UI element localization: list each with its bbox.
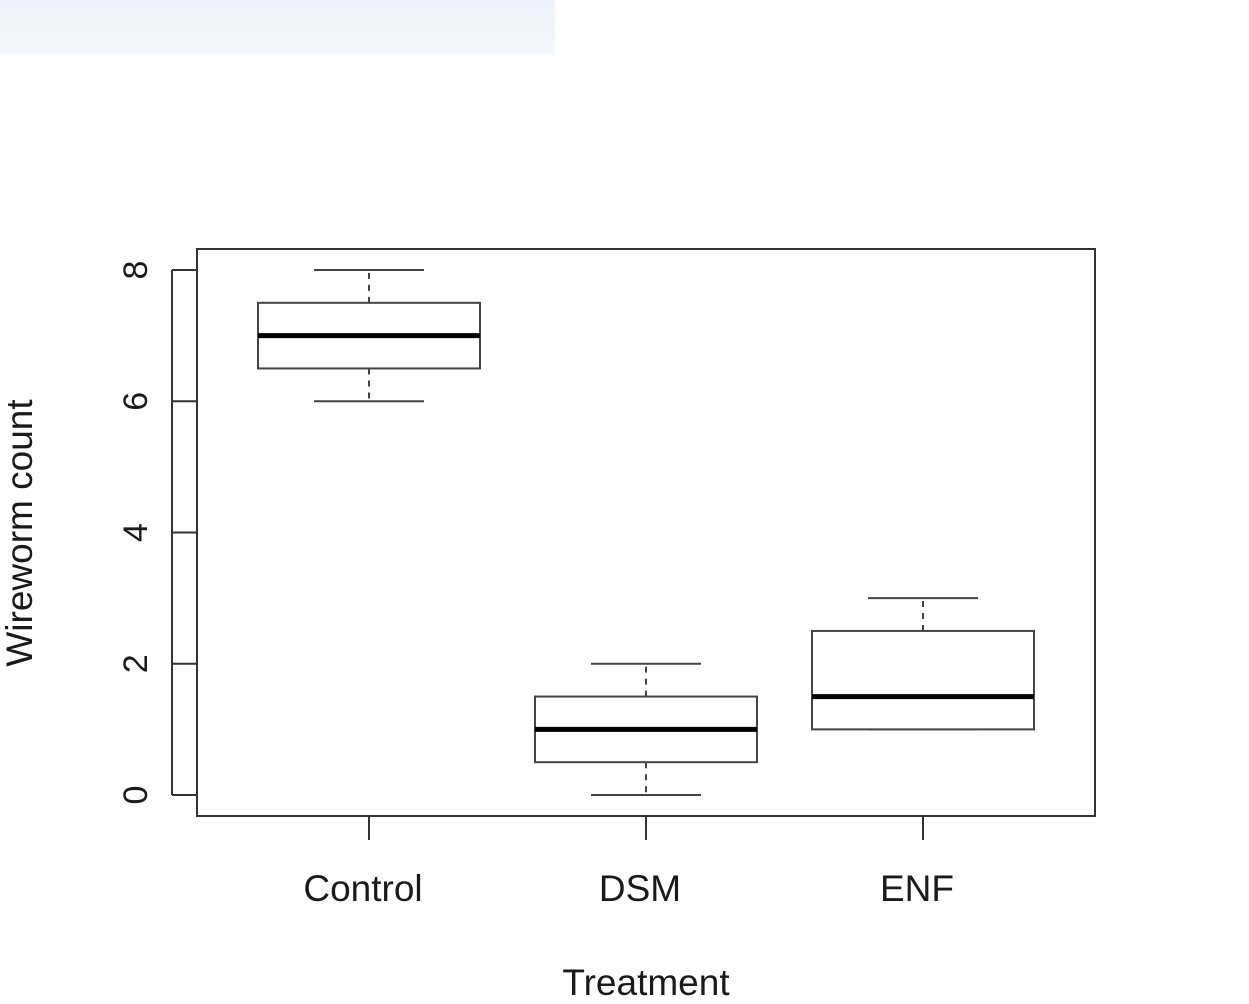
x-tick-label: DSM [599,868,681,909]
box-control [257,269,481,403]
x-tick-label: ENF [880,868,954,909]
y-tick-label: 0 [117,786,155,805]
y-tick-label: 2 [117,654,155,673]
y-axis-label: Wireworm count [0,399,40,667]
x-axis: Control DSM ENF [303,816,954,909]
y-tick-label: 6 [117,392,155,411]
y-tick-label: 4 [117,523,155,542]
iqr-box [811,629,1035,731]
box-enf [811,597,1035,731]
y-axis: 0 2 4 6 8 [117,261,197,805]
boxes [257,269,1035,796]
y-tick-label: 8 [117,261,155,280]
box-dsm [534,662,758,796]
x-tick-label: Control [303,868,422,909]
header-band [0,0,555,55]
x-axis-label: Treatment [562,962,730,999]
